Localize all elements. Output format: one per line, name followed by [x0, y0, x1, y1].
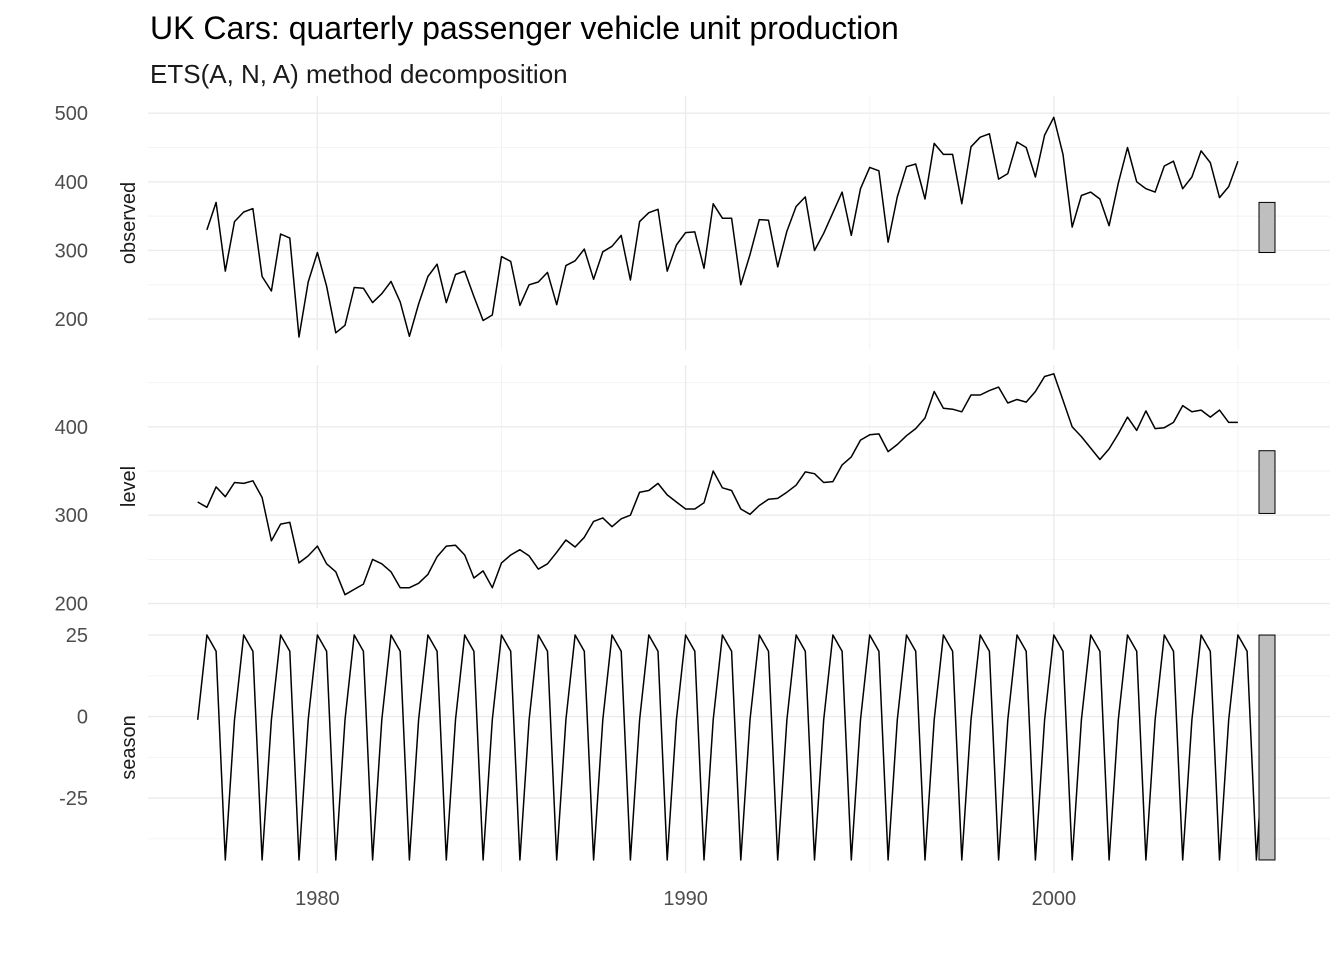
- panel-label-season: season: [118, 715, 140, 780]
- y-tick-label-observed: 300: [55, 240, 88, 262]
- y-tick-label-season: 25: [66, 625, 88, 647]
- y-tick-label-observed: 500: [55, 103, 88, 125]
- x-tick-label: 2000: [1032, 888, 1077, 910]
- range-bar-layer: [1258, 201, 1276, 861]
- range-bar-season: [1258, 634, 1276, 861]
- range-bar-level: [1258, 450, 1276, 514]
- series-line-level: [197, 373, 1238, 596]
- panel-label-level: level: [118, 466, 140, 507]
- series-line-season: [196, 634, 1276, 861]
- series-line-observed: [206, 116, 1239, 338]
- y-tick-label-observed: 200: [55, 309, 88, 331]
- series-layer: [196, 116, 1276, 861]
- y-tick-label-level: 400: [55, 417, 88, 439]
- grid-layer: [148, 96, 1330, 873]
- panel-label-observed: observed: [118, 182, 140, 264]
- x-tick-label: 1980: [295, 888, 340, 910]
- y-tick-label-season: -25: [59, 788, 88, 810]
- y-tick-label-season: 0: [77, 707, 88, 729]
- range-bar-observed: [1258, 201, 1276, 254]
- y-tick-label-observed: 400: [55, 172, 88, 194]
- y-tick-label-level: 200: [55, 594, 88, 616]
- chart-subtitle: ETS(A, N, A) method decomposition: [150, 59, 568, 89]
- y-tick-label-level: 300: [55, 505, 88, 527]
- chart-title: UK Cars: quarterly passenger vehicle uni…: [150, 10, 899, 46]
- x-tick-label: 1990: [663, 888, 708, 910]
- axis-layer: 200 300 400 500 observed 200 300 400 level -25 0 25…: [55, 103, 1076, 910]
